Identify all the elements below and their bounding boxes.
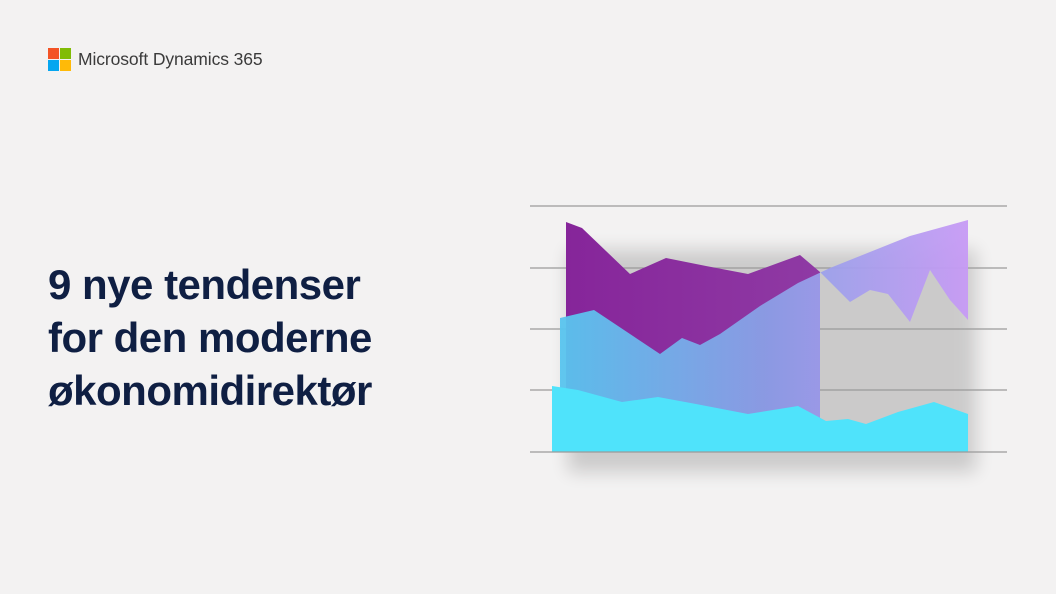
cyan-area (552, 386, 968, 452)
logo-square-green (60, 48, 71, 59)
page-title: 9 nye tendenser for den moderne økonomid… (48, 258, 488, 417)
title-line-3: økonomidirektør (48, 367, 372, 414)
area-chart-graphic (530, 205, 1007, 472)
brand-name: Microsoft Dynamics 365 (78, 49, 263, 69)
decorative-chart-illustration (520, 190, 1020, 490)
lavender-area (560, 220, 968, 452)
microsoft-logo-icon (48, 48, 71, 71)
logo-square-red (48, 48, 59, 59)
title-line-2: for den moderne (48, 314, 372, 361)
logo-square-yellow (60, 60, 71, 71)
brand-header: Microsoft Dynamics 365 (48, 48, 263, 71)
logo-square-blue (48, 60, 59, 71)
title-line-1: 9 nye tendenser (48, 261, 361, 308)
